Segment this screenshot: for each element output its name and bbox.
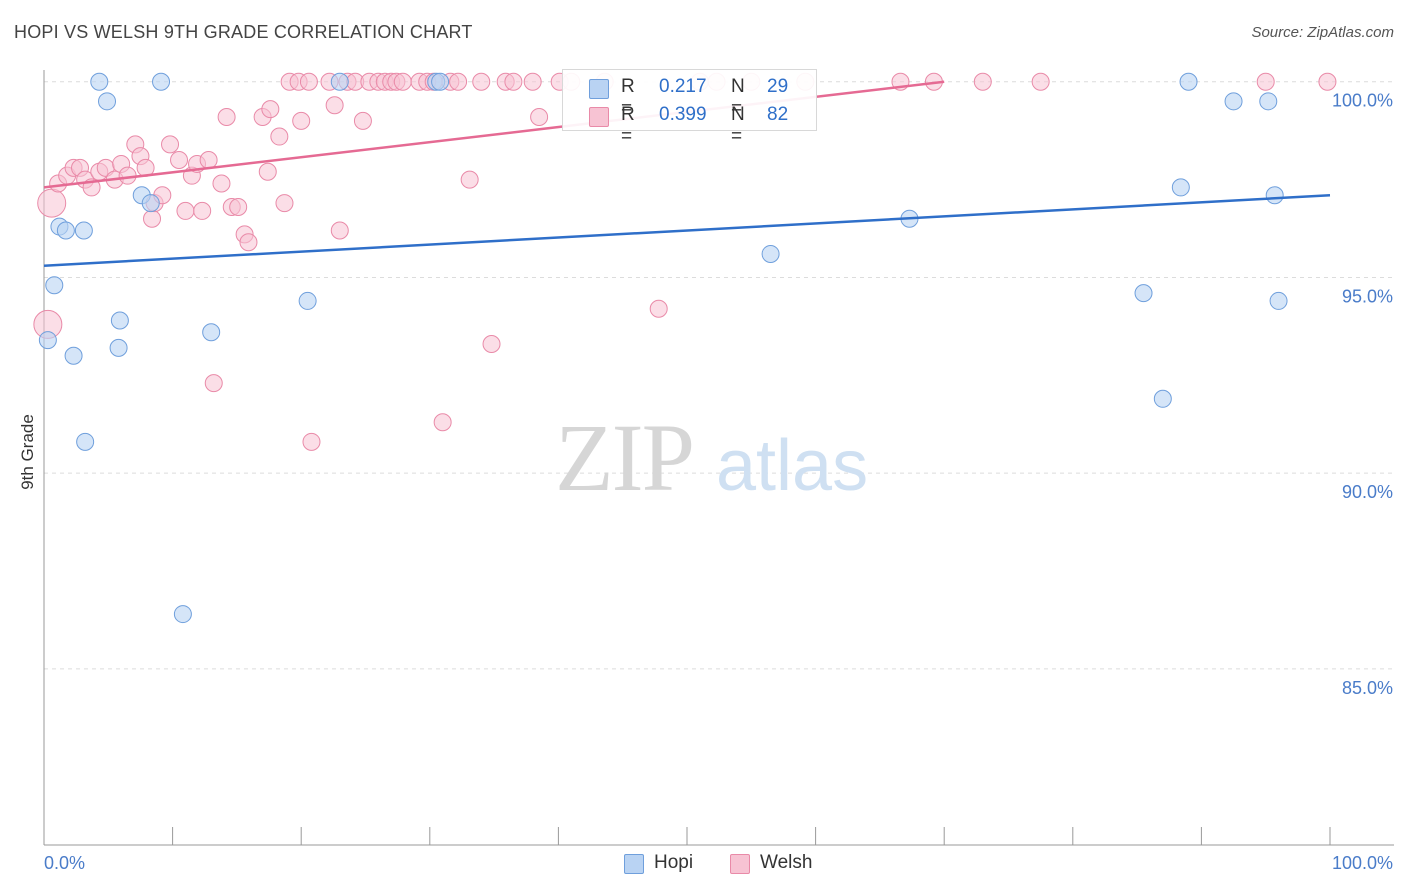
watermark-atlas: atlas	[716, 426, 868, 506]
welsh-point	[649, 299, 668, 318]
welsh-point	[170, 151, 189, 170]
welsh-point	[1318, 72, 1337, 91]
welsh-point	[1031, 72, 1050, 91]
watermark-zip: ZIP	[555, 404, 693, 511]
stats-legend: R = 0.217 N = 29 R = 0.399 N = 82	[562, 69, 817, 147]
welsh-point	[472, 72, 491, 91]
hopi-point	[202, 323, 221, 342]
hopi-point	[1171, 178, 1190, 197]
hopi-point	[1265, 186, 1284, 205]
hopi-point	[109, 338, 128, 357]
x-tick-label-min: 0.0%	[44, 853, 85, 873]
y-tick-label: 90.0%	[1342, 482, 1393, 502]
y-axis-label: 9th Grade	[18, 414, 37, 490]
gridlines	[44, 81, 1394, 670]
welsh-point	[523, 72, 542, 91]
hopi-point	[74, 221, 93, 240]
welsh-point	[973, 72, 992, 91]
hopi-r-label: R =	[621, 76, 635, 119]
hopi-series	[38, 72, 1288, 624]
welsh-point	[270, 127, 289, 146]
welsh-r-label: R =	[621, 104, 635, 147]
welsh-series	[33, 72, 1337, 451]
hopi-point	[1259, 92, 1278, 111]
welsh-point	[239, 233, 258, 252]
hopi-point	[173, 605, 192, 624]
welsh-point	[258, 162, 277, 181]
hopi-point	[56, 221, 75, 240]
welsh-point	[460, 170, 479, 189]
hopi-point	[141, 194, 160, 213]
hopi-point	[76, 432, 95, 451]
hopi-n-label: N =	[731, 76, 745, 119]
welsh-point	[161, 135, 180, 154]
welsh-point	[292, 111, 311, 130]
hopi-point	[1153, 389, 1172, 408]
y-tick-label: 85.0%	[1342, 678, 1393, 698]
source-credit: Source: ZipAtlas.com	[1251, 24, 1394, 41]
hopi-point	[38, 331, 57, 350]
welsh-point	[261, 100, 280, 119]
welsh-r-value: 0.399	[659, 104, 707, 125]
hopi-point	[298, 291, 317, 310]
welsh-point	[504, 72, 523, 91]
welsh-point	[330, 221, 349, 240]
welsh-point	[299, 72, 318, 91]
y-tick-label: 95.0%	[1342, 286, 1393, 306]
hopi-point	[90, 72, 109, 91]
hopi-point	[1179, 72, 1198, 91]
welsh-point	[229, 197, 248, 216]
hopi-point	[1224, 92, 1243, 111]
welsh-point	[193, 201, 212, 220]
hopi-point	[45, 276, 64, 295]
hopi-point	[110, 311, 129, 330]
hopi-n-value: 29	[767, 76, 789, 97]
hopi-point	[431, 72, 450, 91]
hopi-point	[761, 244, 780, 263]
hopi-point	[152, 72, 171, 91]
hopi-swatch	[589, 79, 609, 99]
x-tick-label-max: 100.0%	[1332, 853, 1393, 873]
chart-title: HOPI VS WELSH 9TH GRADE CORRELATION CHAR…	[14, 22, 473, 42]
welsh-point	[353, 111, 372, 130]
hopi-r-value: 0.217	[659, 76, 707, 97]
welsh-swatch	[589, 107, 609, 127]
welsh-point	[212, 174, 231, 193]
welsh-point	[393, 72, 412, 91]
y-tick-labels: 100.0% 95.0% 90.0% 85.0%	[1332, 91, 1393, 698]
welsh-point	[176, 201, 195, 220]
hopi-legend-swatch	[624, 854, 644, 874]
welsh-point	[530, 107, 549, 126]
x-tick-labels: 0.0% 100.0%	[44, 853, 1393, 873]
hopi-point	[98, 92, 117, 111]
welsh-legend-swatch	[730, 854, 750, 874]
welsh-n-label: N =	[731, 104, 745, 147]
hopi-trend-line	[43, 194, 1331, 267]
hopi-point	[64, 346, 83, 365]
welsh-point	[325, 96, 344, 115]
welsh-point	[37, 188, 67, 218]
welsh-point	[1256, 72, 1275, 91]
welsh-point	[143, 209, 162, 228]
welsh-point	[433, 413, 452, 432]
welsh-point	[204, 374, 223, 393]
hopi-point	[1269, 291, 1288, 310]
hopi-point	[1134, 284, 1153, 303]
series-legend: Hopi Welsh	[0, 852, 1406, 878]
welsh-point	[302, 432, 321, 451]
welsh-legend-label: Welsh	[760, 852, 813, 873]
welsh-point	[199, 151, 218, 170]
welsh-point	[449, 72, 468, 91]
watermark: ZIP atlas	[555, 404, 868, 511]
welsh-n-value: 82	[767, 104, 789, 125]
welsh-point	[217, 107, 236, 126]
hopi-legend-label: Hopi	[654, 852, 694, 873]
hopi-point	[330, 72, 349, 91]
welsh-point	[275, 194, 294, 213]
welsh-point	[482, 334, 501, 353]
y-tick-label: 100.0%	[1332, 91, 1393, 111]
